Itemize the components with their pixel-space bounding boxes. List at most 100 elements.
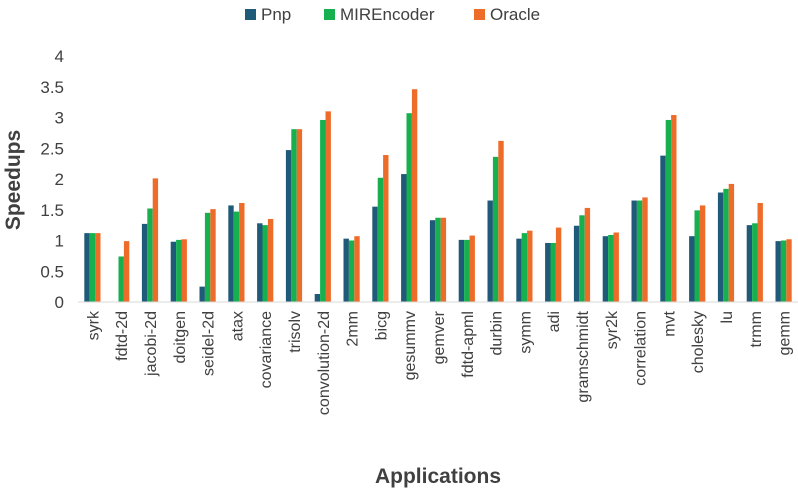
bar-mirencoder-convolution-2d: [320, 119, 326, 303]
bar-pnp-gemver: [429, 220, 436, 302]
legend: Pnp MIREncoder Oracle: [245, 5, 540, 24]
x-tick-label: covariance: [258, 311, 275, 388]
bar-pnp-jacobi-2d: [141, 223, 148, 302]
bar-pnp-adi: [545, 242, 551, 302]
bar-mirencoder-durbin: [492, 156, 499, 302]
bar-pnp-mvt: [660, 155, 666, 302]
bar-group-covariance: [257, 218, 274, 303]
x-axis-tick-labels: syrk fdtd-2d jacobi-2d doitgen seidel-2d atax…: [85, 310, 793, 415]
bar-group-symm: [516, 230, 533, 302]
bar-mirencoder-mvt: [665, 119, 672, 303]
x-tick-label: seidel-2d: [201, 311, 218, 376]
y-tick-label: 3: [55, 109, 64, 128]
bar-group-syrk: [84, 233, 101, 302]
bar-mirencoder-fdtd-apml: [464, 239, 470, 302]
bar-oracle-syrk: [95, 233, 101, 302]
bar-group-seidel-2d: [199, 209, 216, 303]
x-tick-label: gemver: [431, 310, 448, 364]
bar-pnp-bicg: [372, 206, 378, 302]
legend-label: Pnp: [261, 5, 291, 24]
bar-group-trmm: [746, 202, 763, 303]
bar-pnp-syrk: [84, 233, 90, 302]
x-tick-label: bicg: [373, 311, 390, 340]
bar-pnp-symm: [516, 238, 522, 302]
y-tick-label: 4: [55, 47, 64, 66]
bar-group-bicg: [372, 155, 389, 302]
y-tick-label: 1.5: [40, 201, 64, 220]
bar-oracle-correlation: [642, 197, 648, 302]
bar-group-lu: [717, 183, 735, 302]
bar-mirencoder-trisolv: [291, 129, 297, 302]
bar-oracle-bicg: [383, 155, 389, 302]
bar-oracle-jacobi-2d: [152, 178, 159, 302]
bar-oracle-2mm: [354, 236, 360, 302]
bar-mirencoder-adi: [550, 242, 556, 302]
x-tick-label: adi: [546, 311, 563, 332]
bar-oracle-convolution-2d: [325, 111, 331, 302]
bar-pnp-lu: [717, 192, 724, 302]
y-tick-label: 0: [55, 293, 64, 312]
bar-mirencoder-symm: [521, 233, 528, 302]
bar-mirencoder-doitgen: [176, 239, 182, 302]
legend-swatch: [245, 9, 256, 20]
bar-group-2mm: [343, 236, 360, 302]
x-axis-title: Applications: [375, 465, 501, 488]
bar-pnp-cholesky: [689, 236, 695, 302]
bar-mirencoder-seidel-2d: [204, 212, 211, 302]
bar-group-gemm: [775, 239, 792, 302]
legend-label: MIREncoder: [340, 5, 435, 24]
bar-group-adi: [545, 227, 562, 302]
bar-group-convolution-2d: [314, 111, 331, 303]
legend-item-mirencoder: MIREncoder: [324, 5, 435, 24]
x-tick-label: jacobi-2d: [143, 311, 160, 377]
legend-item-pnp: Pnp: [245, 5, 291, 24]
y-axis-title: Speedups: [2, 130, 25, 230]
bar-mirencoder-gemm: [780, 240, 787, 302]
x-tick-label: gesummv: [402, 311, 419, 380]
bar-pnp-correlation: [631, 200, 637, 302]
bar-oracle-fdtd-2d: [123, 241, 130, 302]
bar-pnp-gesummv: [401, 174, 407, 302]
x-tick-label: durbin: [489, 311, 506, 355]
bar-oracle-covariance: [267, 218, 274, 302]
bar-group-fdtd-2d: [118, 241, 130, 302]
bar-mirencoder-covariance: [262, 225, 268, 303]
x-tick-label: correlation: [633, 311, 650, 386]
x-tick-label: fdtd-2d: [114, 311, 131, 361]
x-tick-label: syr2k: [604, 310, 621, 349]
bar-group-fdtd-apml: [458, 235, 475, 302]
bar-oracle-gemm: [786, 239, 792, 302]
bar-mirencoder-trmm: [752, 223, 758, 302]
x-tick-label: atax: [229, 311, 246, 341]
bar-group-gesummv: [401, 89, 418, 303]
bar-oracle-mvt: [671, 115, 677, 302]
x-tick-label: mvt: [661, 310, 678, 336]
bar-mirencoder-correlation: [636, 200, 643, 302]
x-tick-label: gramschmidt: [575, 310, 592, 402]
y-tick-label: 2: [55, 170, 64, 189]
x-tick-label: symm: [517, 311, 534, 354]
y-tick-label: 2.5: [40, 139, 64, 158]
bar-group-correlation: [631, 197, 648, 302]
bar-oracle-symm: [527, 230, 533, 302]
x-tick-label: fdtd-apml: [460, 311, 477, 378]
bar-pnp-convolution-2d: [314, 294, 321, 302]
bar-oracle-gesummv: [411, 89, 418, 303]
bar-oracle-gramschmidt: [584, 207, 591, 302]
bar-group-syr2k: [602, 232, 619, 302]
bar-oracle-fdtd-apml: [469, 235, 475, 302]
bar-mirencoder-jacobi-2d: [147, 208, 153, 302]
bar-pnp-trisolv: [285, 150, 292, 302]
bar-pnp-doitgen: [170, 241, 177, 302]
bar-mirencoder-syrk: [89, 233, 96, 302]
bar-mirencoder-gemver: [435, 217, 441, 302]
bar-mirencoder-gesummv: [406, 113, 412, 302]
x-tick-label: trisolv: [287, 311, 304, 353]
bar-mirencoder-2mm: [348, 240, 355, 302]
bar-mirencoder-atax: [233, 211, 240, 302]
x-tick-label: cholesky: [690, 311, 707, 373]
bar-pnp-2mm: [343, 238, 349, 302]
bar-oracle-syr2k: [613, 232, 619, 302]
bar-group-jacobi-2d: [141, 178, 159, 302]
bar-pnp-gemm: [775, 241, 781, 302]
